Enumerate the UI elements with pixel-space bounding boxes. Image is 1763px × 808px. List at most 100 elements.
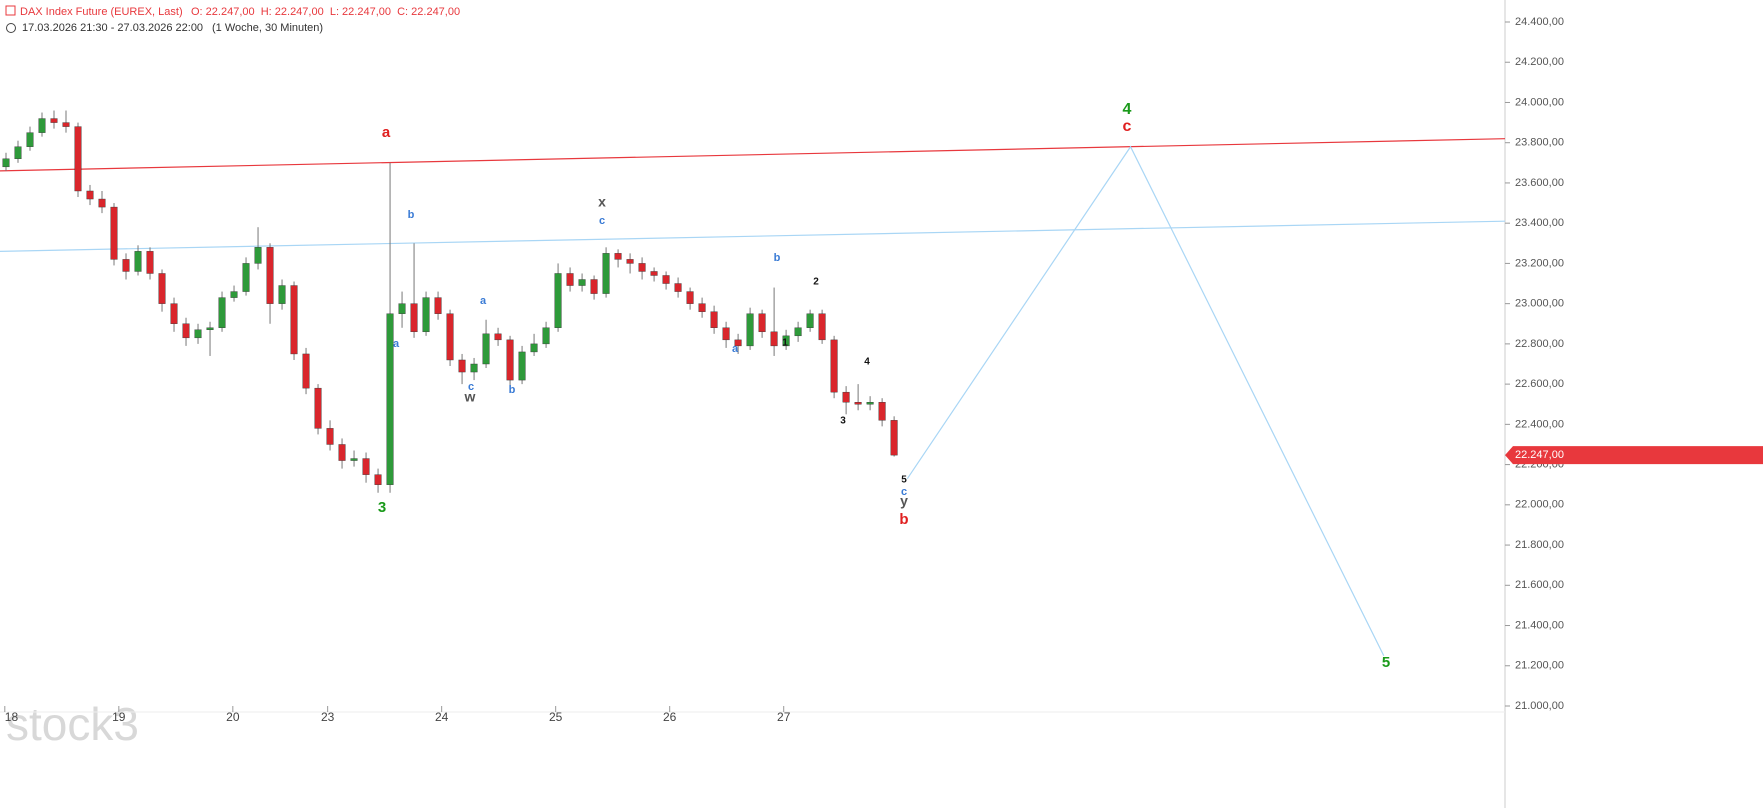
y-tick-label: 22.400,00 (1515, 418, 1564, 430)
candle-body (26, 132, 34, 147)
wave-label: b (774, 252, 781, 264)
candle-body (254, 247, 262, 264)
header-icon (5, 5, 16, 16)
candle-body (806, 313, 814, 328)
candle-body (566, 273, 574, 286)
candle-body (86, 190, 94, 200)
candle-body (38, 118, 46, 133)
y-tick-label: 23.000,00 (1515, 298, 1564, 310)
candle-body (770, 331, 778, 347)
candle-body (530, 343, 538, 353)
candle-body (794, 327, 802, 337)
x-tick-label: 20 (226, 710, 240, 724)
candle-body (182, 323, 190, 339)
candle-body (542, 327, 550, 345)
candle-body (218, 297, 226, 328)
candle-body (314, 387, 322, 429)
last-price-label: 22.247,00 (1515, 449, 1564, 461)
candle-body (878, 402, 886, 421)
x-tick-label: 27 (777, 710, 791, 724)
candle-body (146, 251, 154, 274)
x-tick-label: 18 (5, 710, 19, 724)
candle-body (458, 359, 466, 373)
wave-label: a (382, 124, 391, 141)
y-tick-label: 22.800,00 (1515, 338, 1564, 350)
y-tick-label: 23.400,00 (1515, 217, 1564, 229)
y-tick-label: 24.200,00 (1515, 56, 1564, 68)
candle-body (854, 402, 862, 405)
wave-label: 4 (1123, 101, 1132, 118)
candle-body (242, 263, 250, 292)
candle-body (494, 333, 502, 341)
y-tick-label: 21.600,00 (1515, 579, 1564, 591)
candle-body (590, 279, 598, 294)
candle-body (122, 259, 130, 272)
x-tick-label: 26 (663, 710, 677, 724)
candle-body (506, 339, 514, 381)
wave-label: c (468, 381, 474, 393)
y-tick-label: 23.600,00 (1515, 177, 1564, 189)
candle-body (746, 313, 754, 347)
candle-body (14, 146, 22, 160)
wave-label: a (732, 343, 739, 355)
x-tick-label: 24 (435, 710, 449, 724)
candle-body (290, 285, 298, 355)
wave-label: 1 (782, 338, 788, 349)
y-tick-label: 23.800,00 (1515, 137, 1564, 149)
header-range: 17.03.2026 21:30 - 27.03.2026 22:00 (22, 22, 203, 34)
candle-body (62, 122, 70, 127)
candle-body (206, 327, 214, 331)
candle-body (470, 363, 478, 373)
candle-body (518, 351, 526, 381)
wave-label: 5 (901, 475, 907, 486)
y-tick-label: 21.000,00 (1515, 700, 1564, 712)
header-interval: (1 Woche, 30 Minuten) (212, 22, 323, 34)
wave-label: c (599, 215, 605, 227)
wave-label: 3 (840, 416, 846, 427)
x-tick-label: 23 (321, 710, 335, 724)
candle-body (782, 335, 790, 347)
y-tick-label: 21.400,00 (1515, 619, 1564, 631)
y-tick-label: 24.400,00 (1515, 16, 1564, 28)
candle-body (302, 353, 310, 389)
wave-label: 5 (1382, 654, 1390, 671)
candle-body (434, 297, 442, 314)
y-tick-label: 21.200,00 (1515, 660, 1564, 672)
candle-body (338, 444, 346, 461)
x-tick-label: 25 (549, 710, 563, 724)
candle-body (134, 251, 142, 272)
last-price-tag (1505, 446, 1763, 465)
y-tick-label: 21.800,00 (1515, 539, 1564, 551)
candle-body (626, 259, 634, 264)
candle-body (698, 303, 706, 312)
x-tick-label: 19 (112, 710, 126, 724)
candle-body (674, 283, 682, 292)
candle-body (386, 313, 394, 485)
candle-body (230, 291, 238, 298)
wave-label: a (480, 295, 487, 307)
header-title: DAX Index Future (EUREX, Last) (20, 6, 183, 18)
candle-body (350, 458, 358, 461)
candle-body (554, 273, 562, 328)
wave-label: w (464, 389, 476, 405)
candle-body (446, 313, 454, 361)
candle-body (890, 420, 898, 456)
candle-body (710, 311, 718, 328)
candle-body (50, 118, 58, 123)
wave-label: c (1123, 118, 1132, 135)
candle-body (170, 303, 178, 324)
wave-label: y (900, 493, 908, 509)
candle-body (194, 329, 202, 339)
candle-body (398, 303, 406, 314)
candle-body (326, 428, 334, 445)
candle-body (278, 285, 286, 304)
candle-body (614, 253, 622, 260)
candle-body (374, 474, 382, 485)
candle-body (662, 275, 670, 284)
y-tick-label: 23.200,00 (1515, 257, 1564, 269)
candle-body (686, 291, 694, 304)
candle-body (638, 263, 646, 272)
candle-body (734, 339, 742, 347)
wave-label: a (393, 338, 400, 350)
